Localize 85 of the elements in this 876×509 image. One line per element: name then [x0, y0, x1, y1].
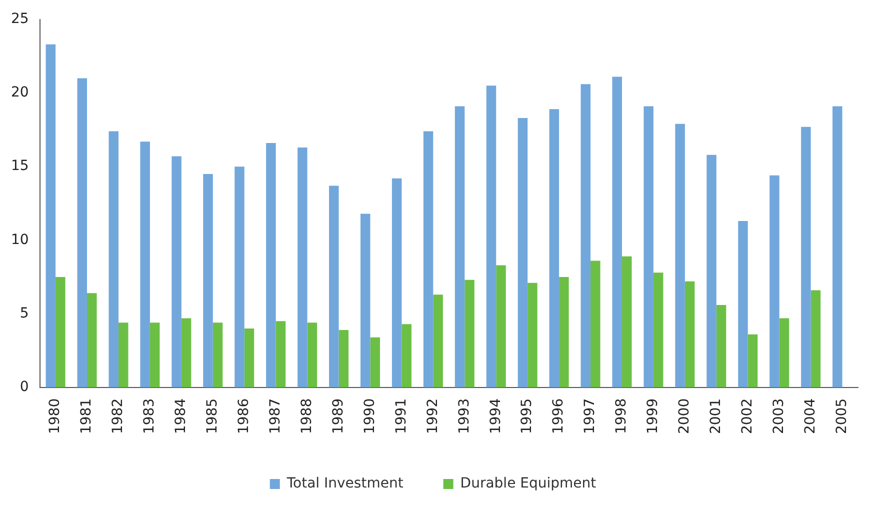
x-tick-label: 2004	[802, 398, 818, 434]
y-tick-label: 0	[20, 379, 29, 396]
x-tick-label: 2002	[740, 398, 756, 434]
x-tick-label: 1997	[582, 398, 598, 434]
bar	[212, 322, 223, 388]
y-tick-label: 15	[10, 158, 29, 174]
bar	[244, 328, 254, 388]
bar	[496, 265, 506, 388]
bar	[172, 156, 182, 388]
bar	[810, 290, 821, 388]
bar	[266, 143, 276, 388]
bar	[748, 334, 758, 388]
bar	[770, 175, 780, 388]
legend-label: Total Investment	[286, 476, 404, 492]
bar	[370, 337, 380, 388]
x-tick-label: 1987	[267, 398, 284, 434]
bar	[486, 86, 496, 388]
x-tick-label: 2000	[676, 398, 693, 434]
bar	[779, 318, 790, 388]
x-tick-label: 1989	[330, 398, 346, 434]
bar	[464, 280, 474, 388]
bar	[559, 276, 569, 388]
bar	[528, 282, 538, 388]
bar	[46, 44, 56, 388]
x-tick-label: 2001	[708, 398, 724, 434]
x-tick-label: 1999	[645, 398, 662, 434]
bar	[549, 109, 560, 388]
x-tick-label: 1993	[456, 398, 472, 434]
bar	[150, 322, 160, 388]
bar	[140, 142, 150, 388]
bar	[181, 318, 192, 388]
x-tick-label: 1983	[142, 398, 158, 434]
y-tick-label: 5	[20, 305, 29, 322]
bar	[338, 330, 349, 388]
x-tick-label: 1988	[298, 398, 315, 434]
bar	[580, 84, 591, 388]
x-tick-label: 1984	[173, 398, 190, 434]
bar	[653, 272, 664, 388]
bar	[454, 106, 465, 388]
bar	[518, 118, 528, 388]
bar	[684, 281, 695, 388]
x-tick-label: 1982	[110, 398, 126, 434]
x-tick-label: 1998	[614, 398, 630, 434]
bar	[832, 106, 842, 388]
bar	[360, 214, 370, 388]
bar	[307, 322, 318, 388]
bar	[738, 221, 748, 388]
x-tick-label: 1981	[78, 398, 95, 434]
bar	[87, 293, 97, 388]
x-tick-label: 1994	[488, 398, 504, 434]
bar	[118, 322, 128, 388]
y-tick-label: 10	[10, 232, 29, 248]
bar	[612, 76, 622, 388]
bar	[402, 324, 412, 388]
x-tick-label: 1986	[236, 398, 252, 434]
x-tick-label: 1995	[519, 398, 536, 434]
x-tick-label: 1985	[204, 398, 221, 434]
x-tick-label: 2003	[770, 398, 787, 434]
y-tick-label: 20	[10, 84, 29, 101]
bar	[675, 124, 685, 388]
bar	[433, 294, 443, 388]
y-tick-label: 25	[10, 11, 29, 28]
x-tick-label: 1991	[393, 398, 410, 434]
bar	[622, 256, 632, 388]
bar	[203, 174, 213, 388]
bar	[590, 260, 600, 388]
legend-label: Durable Equipment	[460, 476, 597, 492]
x-tick-label: 1992	[424, 398, 441, 434]
bar	[276, 321, 286, 388]
bar	[77, 78, 88, 388]
x-tick-label: 2005	[834, 398, 850, 434]
bar	[392, 178, 402, 388]
bar	[298, 147, 308, 388]
bar	[329, 186, 339, 388]
bar	[706, 154, 716, 388]
bar	[56, 276, 66, 388]
x-tick-label: 1980	[47, 398, 64, 434]
bar	[108, 131, 118, 388]
bar	[234, 166, 244, 388]
bar	[801, 126, 811, 388]
bar	[716, 304, 726, 388]
x-tick-label: 1996	[550, 398, 567, 434]
bar	[644, 106, 654, 388]
x-tick-label: 1990	[362, 398, 378, 434]
bar	[423, 131, 434, 388]
